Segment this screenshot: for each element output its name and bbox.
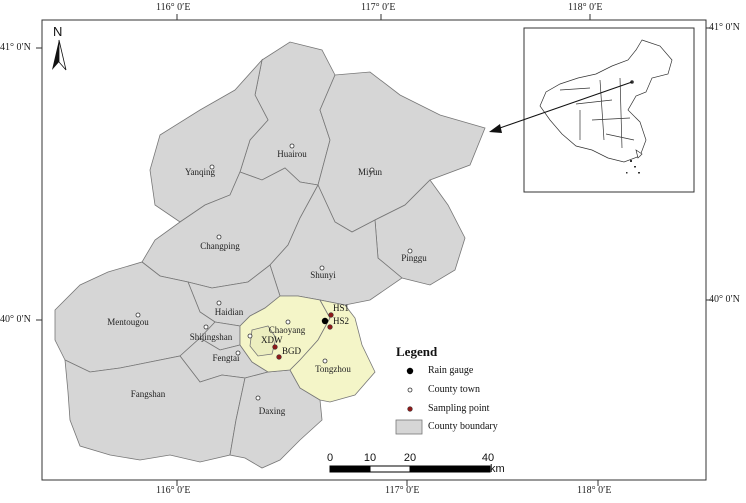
scale-label-40: 40 (481, 452, 495, 464)
county-label-fengtai: Fengtai (212, 353, 240, 363)
county-label-shunyi: Shunyi (310, 270, 336, 280)
site-label-hs2: HS2 (333, 316, 350, 326)
tick-right-40: 40° 0′N (709, 294, 740, 305)
tick-top-117: 117° 0′E (361, 2, 396, 13)
county-label-shijingshan: Shijingshan (189, 332, 233, 342)
legend-item-rain-gauge: Rain gauge (428, 365, 474, 376)
county-label-chaoyang: Chaoyang (268, 325, 306, 335)
county-polygons (54, 41, 486, 469)
site-label-bgd: BGD (282, 346, 302, 356)
map-frame (41, 19, 707, 481)
county-label-pinggu: Pinggu (401, 253, 427, 263)
tick-bottom-116: 116° 0′E (156, 485, 191, 496)
scale-label-0: 0 (326, 452, 334, 464)
site-label-xdw: XDW (261, 335, 283, 345)
scale-label-20: 20 (403, 452, 417, 464)
county-label-mentougou: Mentougou (107, 317, 149, 327)
county-town-markers (135, 143, 413, 401)
tick-bottom-118: 118° 0′E (577, 485, 612, 496)
legend-sampling-point-symbol (407, 406, 413, 412)
rain-gauge-marker (321, 317, 329, 325)
county-label-miyun: Miyun (357, 167, 383, 177)
locator-arrow (496, 81, 633, 130)
city-core (249, 325, 277, 357)
legend-county-boundary-symbol (395, 419, 423, 435)
tick-top-116: 116° 0′E (156, 2, 191, 13)
county-label-tongzhou: Tongzhou (315, 364, 351, 374)
legend-item-sampling-point: Sampling point (428, 403, 490, 414)
tick-top-118: 118° 0′E (568, 2, 603, 13)
tick-right-41: 41° 0′N (709, 22, 740, 33)
legend-rain-gauge-symbol (406, 367, 414, 375)
county-yanqing (149, 58, 269, 223)
north-arrow-icon-half (58, 39, 67, 71)
tick-left-41: 41° 0′N (0, 42, 31, 53)
study-area-polygons (239, 295, 376, 403)
county-label-huairou: Huairou (277, 149, 307, 159)
county-label-changping: Changping (200, 241, 240, 251)
tick-bottom-117: 117° 0′E (385, 485, 420, 496)
county-label-haidian: Haidian (214, 307, 244, 317)
scale-unit: km (490, 463, 505, 475)
sampling-point-markers (272, 312, 334, 360)
scale-bar (329, 465, 491, 473)
frame-ticks (36, 14, 712, 486)
county-label-yanqing: Yanqing (184, 167, 216, 177)
north-label: N (53, 24, 63, 39)
county-label-fangshan: Fangshan (130, 389, 166, 399)
legend-county-town-symbol (407, 387, 413, 393)
county-tongzhou (289, 299, 376, 403)
north-arrow-icon (52, 40, 59, 70)
inset-islands (626, 160, 640, 174)
site-label-hs1: HS1 (333, 303, 350, 313)
legend-title: Legend (396, 344, 438, 359)
arrow-head (489, 124, 502, 133)
legend-item-county-boundary: County boundary (428, 421, 498, 432)
scale-label-10: 10 (363, 452, 377, 464)
legend-item-county-town: County town (428, 384, 480, 395)
county-label-daxing: Daxing (258, 406, 286, 416)
tick-left-40: 40° 0′N (0, 314, 31, 325)
inset-china-outline (539, 39, 673, 163)
